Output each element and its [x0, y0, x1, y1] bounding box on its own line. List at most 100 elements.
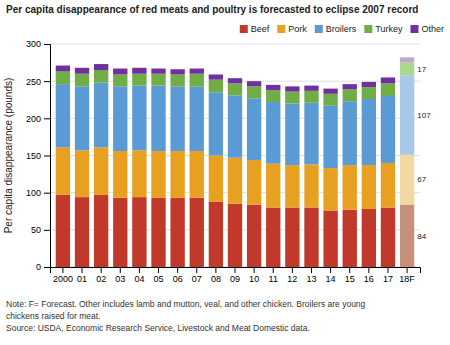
tick-label: 16 — [364, 274, 374, 284]
note: chickens raised for meat. — [6, 311, 100, 321]
tick-label: 12 — [287, 274, 297, 284]
bar — [209, 92, 223, 155]
bar — [362, 165, 376, 209]
tick-label: 150 — [26, 151, 41, 161]
tick: 01 — [77, 267, 87, 284]
tick-mark — [368, 267, 369, 273]
bar — [190, 86, 204, 151]
tick-mark — [407, 267, 408, 273]
bar — [247, 205, 261, 267]
axis-line — [44, 45, 51, 268]
tick-mark — [349, 267, 350, 273]
bar — [228, 83, 242, 95]
bar — [285, 208, 299, 267]
bar — [209, 156, 223, 202]
tick-mark — [330, 267, 331, 273]
tick-label: 08 — [211, 274, 221, 284]
bar — [94, 195, 108, 267]
tick: 16 — [364, 267, 374, 284]
tick: 300 — [26, 39, 50, 49]
bar — [400, 155, 414, 205]
tick-mark — [44, 81, 50, 82]
bar — [266, 164, 280, 208]
tick: 2000 — [53, 267, 73, 284]
bar — [381, 96, 395, 163]
tick-mark — [62, 267, 63, 273]
bar — [170, 151, 184, 198]
tick-mark — [215, 267, 216, 273]
tick-mark — [120, 267, 121, 273]
legend-swatch — [315, 25, 323, 33]
bar — [190, 198, 204, 267]
bar — [304, 103, 318, 165]
bar — [170, 69, 184, 74]
bar — [285, 92, 299, 104]
tick-mark — [177, 267, 178, 273]
tick: 50 — [31, 225, 50, 235]
bar — [247, 81, 261, 86]
x-axis: 2000010203040506070809101112131415161718… — [51, 267, 421, 284]
bar — [381, 208, 395, 267]
tick: 13 — [306, 267, 316, 284]
bar — [285, 103, 299, 165]
tick: 150 — [26, 151, 50, 161]
bar — [170, 74, 184, 86]
bar — [228, 78, 242, 83]
bar — [362, 209, 376, 267]
legend-label: Other — [421, 24, 444, 34]
tick: 09 — [230, 267, 240, 284]
bar — [75, 197, 89, 267]
bar — [94, 64, 108, 70]
tick-mark — [387, 267, 388, 273]
bar — [381, 77, 395, 83]
bar — [343, 165, 357, 210]
plot: 0501001502002503002000010203040506070809… — [26, 39, 431, 284]
bar — [132, 74, 146, 86]
legend-item: Other — [410, 24, 444, 34]
legend-label: Turkey — [375, 24, 403, 34]
bar — [190, 69, 204, 74]
bar — [113, 198, 127, 267]
bar — [94, 147, 108, 195]
bar — [285, 165, 299, 207]
bar — [75, 86, 89, 150]
bar — [247, 86, 261, 98]
tick-mark — [196, 267, 197, 273]
bar — [266, 208, 280, 267]
series — [56, 63, 415, 106]
bar — [343, 210, 357, 267]
bar — [151, 86, 165, 151]
bar — [343, 89, 357, 101]
annotation: 84 — [417, 232, 426, 241]
tick-label: 01 — [77, 274, 87, 284]
bar — [75, 74, 89, 87]
tick: 12 — [287, 267, 297, 284]
note: Source: USDA, Economic Research Service,… — [6, 323, 310, 333]
bar — [381, 163, 395, 208]
tick: 0 — [36, 262, 50, 272]
tick-mark — [44, 156, 50, 157]
legend-item: Turkey — [364, 24, 403, 34]
series — [56, 195, 415, 267]
bar — [170, 86, 184, 151]
tick: 07 — [192, 267, 202, 284]
tick-mark — [158, 267, 159, 273]
bar — [400, 57, 414, 62]
tick-label: 50 — [31, 225, 41, 235]
tick: 06 — [173, 267, 183, 284]
tick-mark — [235, 267, 236, 273]
tick: 14 — [326, 267, 336, 284]
bar — [190, 151, 204, 198]
grid-line — [50, 44, 420, 45]
bar — [400, 205, 414, 267]
tick-label: 06 — [173, 274, 183, 284]
y-axis-label: Per capita disappearance (pounds) — [3, 78, 14, 234]
tick: 02 — [96, 267, 106, 284]
bar — [151, 151, 165, 198]
bar — [132, 197, 146, 267]
bar — [56, 72, 70, 85]
tick-label: 300 — [26, 39, 41, 49]
series — [56, 57, 415, 93]
legend-label: Pork — [288, 24, 307, 34]
bar — [304, 86, 318, 91]
